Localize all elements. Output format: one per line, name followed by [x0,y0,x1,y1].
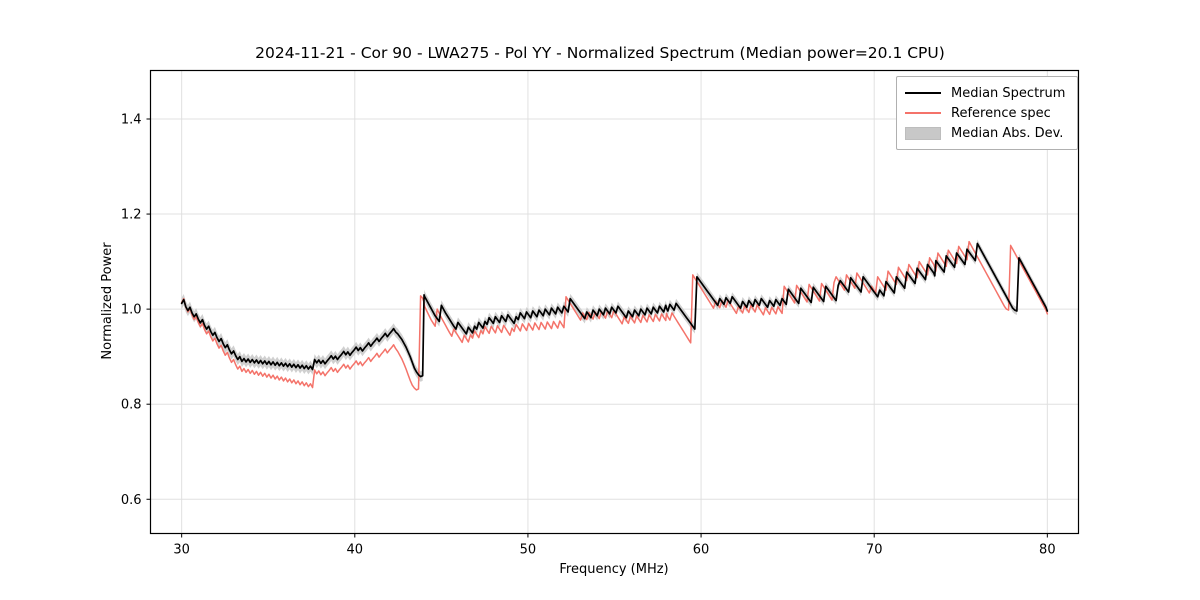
x-tick-label: 70 [866,543,883,558]
legend-item-reference-spec: Reference spec [905,103,1069,123]
axes-frame [149,69,1080,535]
x-axis-label: Frequency (MHz) [559,562,668,577]
y-tick-label: 0.8 [121,398,142,413]
legend: Median Spectrum Reference spec Median Ab… [896,76,1078,150]
legend-label-reference: Reference spec [951,105,1051,121]
axis-ticks [146,118,1048,538]
legend-item-median-spectrum: Median Spectrum [905,83,1069,103]
y-tick-label: 1.4 [121,112,142,127]
legend-line-swatch-median [905,86,941,100]
data-series [180,240,1049,391]
y-axis-label: Normalized Power [100,242,115,360]
legend-label-mad: Median Abs. Dev. [951,125,1064,141]
y-tick-label: 1.2 [121,208,142,223]
legend-patch-swatch-mad [905,126,941,140]
x-tick-label: 50 [520,543,537,558]
axis-tick-labels: 30 40 50 60 70 80 0.6 0.8 1.0 1.2 1.4 [121,112,1056,557]
y-tick-label: 0.6 [121,493,142,508]
legend-item-median-abs-dev: Median Abs. Dev. [905,123,1069,143]
x-tick-label: 40 [347,543,364,558]
legend-line-swatch-reference [905,106,941,120]
x-tick-label: 60 [693,543,710,558]
legend-label-median: Median Spectrum [951,85,1066,101]
x-tick-label: 80 [1039,543,1056,558]
y-tick-label: 1.0 [121,303,142,318]
x-tick-label: 30 [173,543,190,558]
page-title: 2024-11-21 - Cor 90 - LWA275 - Pol YY - … [255,44,945,62]
series-median-spectrum [180,242,1049,378]
series-reference-spec [180,240,1049,391]
